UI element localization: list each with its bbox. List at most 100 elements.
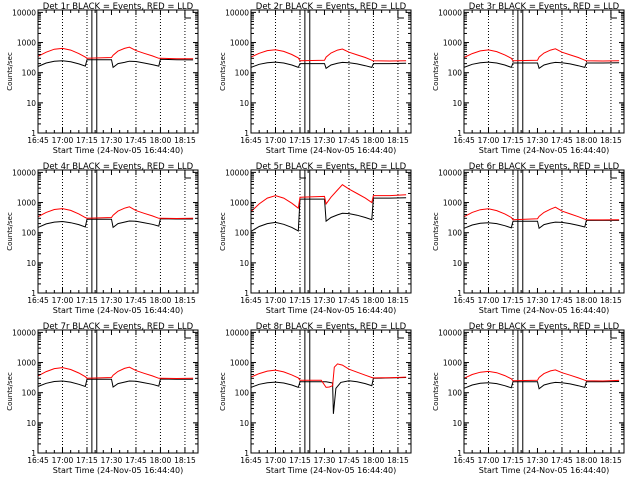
plot-frame	[250, 169, 412, 294]
y-tick-label: 1	[244, 289, 249, 298]
chart-panel-1r: 1 10 100 1000 10000 16:45 17:00 17:15 17:30 17:45…	[6, 2, 199, 155]
chart-title: Det 6r BLACK = Events, RED = LLD	[469, 162, 620, 172]
x-tick-label: 17:15	[502, 136, 524, 145]
x-tick-label: 17:30	[101, 296, 123, 305]
y-tick-label: 100	[235, 389, 250, 398]
x-tick-label: 17:00	[265, 456, 287, 465]
plot-frame	[37, 329, 199, 454]
x-tick-label: 18:15	[387, 296, 409, 305]
x-tick-label: 17:15	[76, 136, 98, 145]
y-tick-label: 1	[31, 289, 36, 298]
corner-marker	[184, 172, 191, 179]
y-tick-label: 1000	[230, 199, 249, 208]
x-tick-label: 17:30	[527, 456, 549, 465]
corner-marker	[184, 12, 191, 19]
y-axis-label: Counts/sec	[432, 52, 440, 91]
y-tick-label: 10	[26, 99, 36, 108]
x-tick-label: 18:00	[363, 296, 385, 305]
x-tick-label: 17:45	[551, 296, 573, 305]
series-line-lld	[250, 363, 407, 388]
x-tick-label: 17:15	[502, 456, 524, 465]
y-tick-label: 1000	[443, 359, 462, 368]
y-tick-label: 100	[22, 389, 37, 398]
series-line-events	[250, 197, 407, 232]
y-tick-label: 10	[239, 419, 249, 428]
series-line-lld	[37, 206, 194, 220]
chart-title: Det 4r BLACK = Events, RED = LLD	[43, 162, 194, 172]
plot-frame	[463, 329, 625, 454]
y-axis-label: Counts/sec	[219, 52, 227, 91]
x-tick-label: 18:00	[576, 296, 598, 305]
plot-frame	[37, 9, 199, 134]
y-tick-label: 1000	[230, 39, 249, 48]
x-tick-label: 17:15	[76, 296, 98, 305]
chart-title: Det 9r BLACK = Events, RED = LLD	[469, 322, 620, 332]
y-tick-label: 10000	[438, 168, 462, 177]
x-tick-label: 17:45	[125, 456, 147, 465]
x-axis-label: Start Time (24-Nov-05 16:44:40)	[53, 306, 183, 315]
x-tick-label: 17:15	[289, 456, 311, 465]
series-line-events	[463, 61, 620, 70]
x-tick-label: 18:00	[363, 136, 385, 145]
x-axis-label: Start Time (24-Nov-05 16:44:40)	[53, 146, 183, 155]
series-line-events	[37, 218, 194, 229]
chart-title: Det 7r BLACK = Events, RED = LLD	[43, 322, 194, 332]
x-tick-label: 16:45	[240, 296, 262, 305]
y-tick-label: 10000	[225, 168, 249, 177]
y-tick-label: 100	[448, 389, 463, 398]
x-tick-label: 17:15	[76, 456, 98, 465]
x-tick-label: 17:30	[101, 136, 123, 145]
x-tick-label: 17:00	[478, 456, 500, 465]
x-axis-label: Start Time (24-Nov-05 16:44:40)	[479, 466, 609, 475]
series-line-events	[463, 219, 620, 230]
corner-marker	[610, 332, 617, 339]
y-tick-label: 10000	[12, 328, 36, 337]
y-axis-label: Counts/sec	[6, 372, 14, 411]
x-tick-label: 18:00	[576, 456, 598, 465]
y-tick-label: 1	[457, 449, 462, 458]
chart-title: Det 3r BLACK = Events, RED = LLD	[469, 2, 620, 12]
x-tick-label: 18:00	[150, 456, 172, 465]
x-tick-label: 17:45	[125, 136, 147, 145]
chart-panel-7r: 1 10 100 1000 10000 16:45 17:00 17:15 17:30 17:45…	[6, 322, 199, 475]
chart-title: Det 2r BLACK = Events, RED = LLD	[256, 2, 407, 12]
series-line-lld	[250, 48, 407, 62]
y-axis-label: Counts/sec	[6, 52, 14, 91]
x-tick-label: 18:15	[387, 456, 409, 465]
y-tick-label: 100	[235, 69, 250, 78]
chart-panel-6r: 1 10 100 1000 10000 16:45 17:00 17:15 17:30 17:45…	[432, 162, 625, 315]
plot-frame	[37, 169, 199, 294]
series-line-events	[463, 381, 620, 390]
x-axis-label: Start Time (24-Nov-05 16:44:40)	[266, 306, 396, 315]
series-line-lld	[250, 184, 407, 212]
y-tick-label: 100	[448, 69, 463, 78]
y-tick-label: 10000	[438, 328, 462, 337]
y-tick-label: 1	[31, 129, 36, 138]
y-tick-label: 10	[452, 419, 462, 428]
corner-marker	[610, 12, 617, 19]
x-tick-label: 17:00	[52, 456, 74, 465]
corner-marker	[184, 332, 191, 339]
x-tick-label: 16:45	[453, 456, 475, 465]
x-tick-label: 17:15	[502, 296, 524, 305]
y-tick-label: 10000	[12, 8, 36, 17]
y-tick-label: 10000	[225, 328, 249, 337]
x-tick-label: 17:00	[52, 136, 74, 145]
x-tick-label: 18:15	[600, 296, 622, 305]
x-tick-label: 17:45	[338, 296, 360, 305]
x-tick-label: 18:15	[600, 136, 622, 145]
y-axis-label: Counts/sec	[219, 212, 227, 251]
y-tick-label: 1	[31, 449, 36, 458]
corner-marker	[397, 12, 404, 19]
x-tick-label: 16:45	[453, 136, 475, 145]
series-line-events	[37, 378, 194, 388]
y-tick-label: 100	[22, 69, 37, 78]
y-tick-label: 100	[235, 229, 250, 238]
x-tick-label: 17:00	[478, 136, 500, 145]
y-tick-label: 10000	[438, 8, 462, 17]
y-tick-label: 1	[244, 449, 249, 458]
y-tick-label: 100	[448, 229, 463, 238]
y-tick-label: 1000	[17, 359, 36, 368]
y-axis-label: Counts/sec	[432, 372, 440, 411]
